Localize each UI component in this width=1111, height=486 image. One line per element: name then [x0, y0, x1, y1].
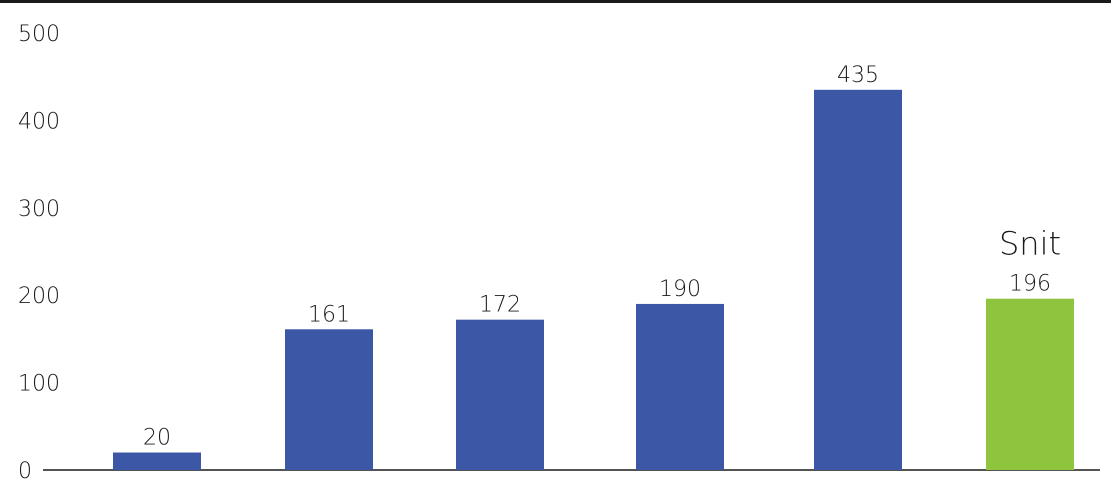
y-tick-label: 400 [18, 109, 60, 134]
bar [636, 303, 724, 470]
top-border [0, 0, 1111, 3]
data-label: 20 [143, 426, 171, 451]
bar-highlighted [986, 298, 1074, 470]
bars [113, 89, 1074, 470]
data-labels: 20 161 172 190 435 196 [143, 63, 1051, 451]
data-label: 196 [1009, 272, 1051, 297]
bar [814, 89, 902, 470]
data-label: 435 [837, 63, 879, 88]
y-tick-label: 200 [18, 284, 60, 309]
y-tick-label: 500 [18, 22, 60, 47]
bar [285, 329, 373, 470]
data-label: 161 [308, 302, 350, 327]
bar [113, 452, 201, 470]
y-tick-label: 300 [18, 197, 60, 222]
y-tick-label: 0 [18, 459, 32, 484]
y-tick-label: 100 [18, 372, 60, 397]
data-label: 190 [659, 277, 701, 302]
bar [456, 319, 544, 470]
y-axis: 0 100 200 300 400 500 [18, 22, 60, 484]
highlight-annotation: Snit [999, 225, 1061, 263]
data-label: 172 [479, 293, 521, 318]
